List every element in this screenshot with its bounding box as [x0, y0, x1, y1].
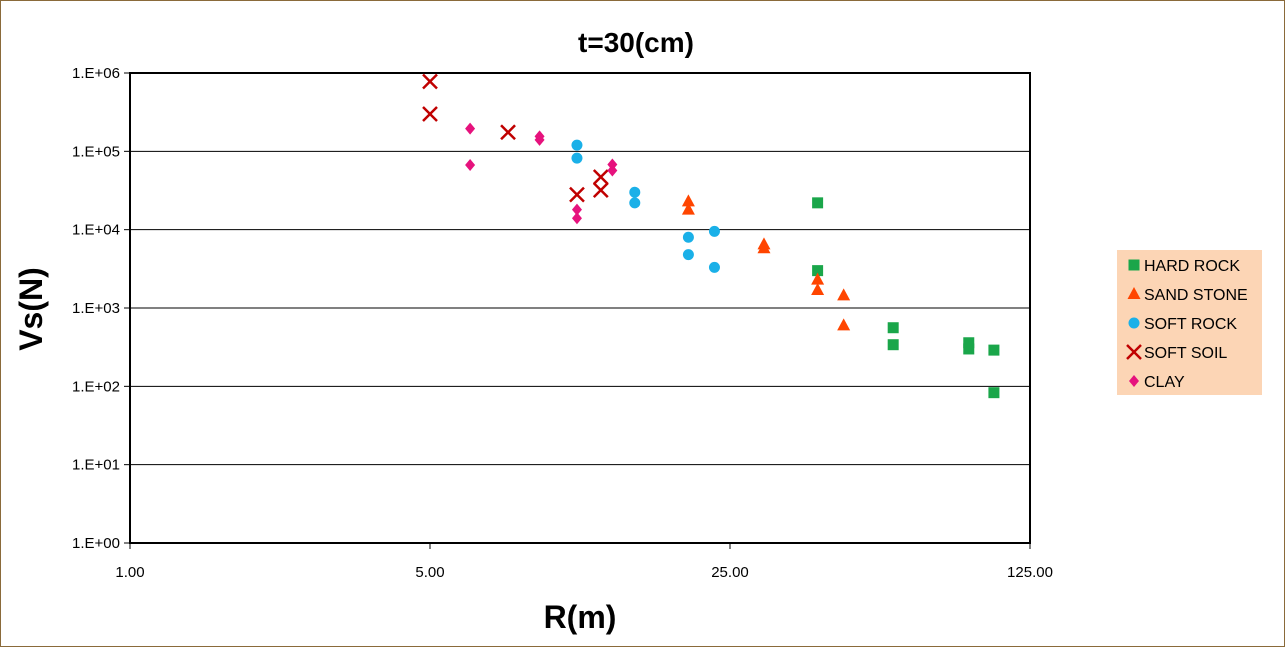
legend-marker-sand-stone [1127, 287, 1141, 299]
sand-stone-point [837, 288, 851, 301]
soft-soil-point [569, 186, 585, 203]
soft-soil-point-stroke [569, 186, 585, 203]
sand-stone-point [681, 194, 695, 207]
sand-stone-point [811, 272, 825, 285]
x-tick-label: 5.00 [415, 564, 444, 581]
soft-soil-point-stroke [422, 73, 438, 90]
legend-marker-hard-rock [1128, 259, 1140, 271]
hard-rock-point [988, 344, 1000, 356]
legend-marker-clay [1129, 375, 1139, 387]
clay-point [534, 133, 545, 146]
soft-soil-point-stroke [592, 182, 609, 198]
hard-rock-point [963, 337, 975, 349]
hard-rock-point [887, 339, 899, 351]
legend-label-sand-stone: SAND STONE [1144, 287, 1248, 304]
legend: HARD ROCK SAND STONE SOFT ROCK SOFT SOIL CLA… [1117, 250, 1262, 395]
x-tick-label: 125.00 [1007, 564, 1053, 581]
clay-point [607, 158, 618, 171]
soft-soil-point-stroke [422, 106, 438, 122]
sand-stone-point [681, 202, 695, 215]
soft-rock-point [682, 231, 694, 243]
clay-point [465, 122, 476, 135]
soft-rock-point [629, 197, 641, 209]
legend-label-soft-rock: SOFT ROCK [1144, 316, 1237, 333]
sand-stone-point [811, 282, 825, 295]
hard-rock-point [812, 197, 824, 209]
soft-rock-point [708, 261, 720, 273]
legend-marker-soft-soil [1126, 344, 1142, 360]
soft-rock-point [708, 225, 720, 237]
legend-marker-soft-soil-stroke [1126, 344, 1142, 360]
legend-label-soft-soil: SOFT SOIL [1144, 345, 1227, 362]
legend-label-clay: CLAY [1144, 374, 1185, 391]
soft-soil-point [592, 182, 609, 198]
soft-soil-point [422, 106, 438, 122]
legend-marker-soft-rock [1128, 317, 1140, 329]
axis-ticks: 1.E+00 1.E+01 1.E+02 1.E+03 1.E+04 1.E+05 1.E+… [72, 65, 1053, 581]
chart-title: t=30(cm) [578, 27, 694, 58]
y-tick-label: 1.E+03 [72, 300, 120, 317]
soft-rock-point [682, 249, 694, 261]
soft-rock-point [571, 139, 583, 151]
soft-rock-point [571, 152, 583, 164]
x-tick-label: 1.00 [115, 564, 144, 581]
y-tick-label: 1.E+04 [72, 222, 120, 239]
y-tick-label: 1.E+05 [72, 143, 120, 160]
soft-soil-point-stroke [592, 169, 609, 185]
soft-soil-point [500, 124, 516, 141]
data-points [422, 73, 1000, 399]
clay-point [465, 158, 476, 171]
soft-soil-point [422, 73, 438, 90]
hard-rock-point [812, 265, 824, 277]
clay-point [571, 203, 582, 216]
sand-stone-point [837, 318, 851, 331]
hard-rock-point [887, 322, 899, 334]
hard-rock-point [988, 387, 1000, 399]
soft-rock-point [629, 186, 641, 198]
y-axis-title: Vs(N) [13, 267, 49, 351]
y-tick-label: 1.E+01 [72, 457, 120, 474]
clay-point [571, 212, 582, 225]
y-tick-label: 1.E+02 [72, 378, 120, 395]
soft-soil-point-stroke [500, 124, 516, 141]
x-axis-title: R(m) [544, 599, 617, 635]
hard-rock-point [963, 343, 975, 355]
legend-background [1117, 250, 1262, 395]
y-tick-label: 1.E+06 [72, 65, 120, 82]
clay-point [607, 164, 618, 177]
soft-soil-point [592, 169, 609, 185]
x-tick-label: 25.00 [711, 564, 749, 581]
legend-label-hard-rock: HARD ROCK [1144, 258, 1240, 275]
y-tick-label: 1.E+00 [72, 535, 120, 552]
sand-stone-point [757, 241, 771, 254]
